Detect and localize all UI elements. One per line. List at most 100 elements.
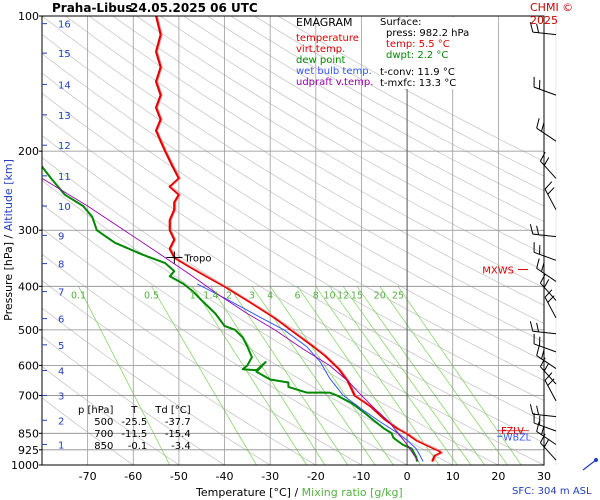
pressure-tick-label: 1000 [11, 459, 39, 472]
wind-barb [544, 372, 557, 402]
credit-label[interactable]: CHMI © 2025 [530, 1, 574, 27]
y-axis-title-alt: Altitude [km] [2, 159, 15, 231]
wind-barb-feather [536, 23, 540, 33]
wind-barb-feather [544, 289, 553, 298]
table-cell: -15.4 [164, 429, 191, 440]
table-cell: -11.5 [121, 429, 148, 440]
wind-barb-feather [536, 118, 540, 129]
mixing-ratio-label: 1 [190, 290, 196, 301]
wind-barb-feather [533, 242, 535, 253]
wind-barb-feather [536, 258, 540, 269]
surface-tmxfc: t-mxfc: 13.3 °C [380, 78, 457, 89]
wind-barb-feather [543, 438, 550, 448]
surface-dwpt: dwpt: 2.2 °C [386, 50, 449, 61]
x-axis-title-temp: Temperature [°C] [196, 486, 291, 499]
wind-barb [529, 404, 557, 418]
legend-item-updraft: udpraft v.temp. [296, 77, 374, 88]
wind-barb [539, 273, 557, 301]
wind-barb [544, 181, 557, 210]
mixing-ratio-line [397, 286, 522, 465]
wind-barb-staff [544, 188, 557, 210]
mixing-ratio-label: 12 [337, 290, 349, 301]
wind-barb-staff [540, 442, 557, 461]
max-wind-label: MXWS [482, 266, 514, 277]
altitude-tick-label: 14 [58, 80, 71, 91]
dry-adiabat-line [136, 16, 544, 255]
wind-barb-staff [544, 296, 557, 319]
temperature-tick-label: -60 [124, 470, 142, 483]
wind-barb-staff [533, 251, 557, 261]
wind-barb-feather [543, 157, 550, 166]
wind-barb-feather [529, 22, 534, 33]
altitude-tick-label: 5 [58, 341, 64, 352]
surface-tconv: t-conv: 11.9 °C [380, 67, 455, 78]
wind-barb-staff [532, 330, 557, 335]
level-table: p [hPa] T Td [°C] 500 -25.5 -37.7 700 -1… [74, 405, 195, 453]
wind-barb-feather [543, 279, 550, 288]
mixing-ratio-line [315, 286, 440, 465]
wind-barb [536, 421, 557, 445]
wind-barb-staff [540, 282, 557, 301]
wind-barb [529, 22, 557, 36]
table-cell: 700 [94, 429, 114, 440]
altitude-tick-label: 15 [58, 49, 71, 60]
temperature-tick-label: -40 [216, 470, 234, 483]
wind-barb-feather [541, 349, 545, 359]
altitude-tick-label: 3 [58, 391, 64, 402]
pressure-tick-label: 500 [18, 324, 39, 337]
wind-barb [539, 433, 557, 461]
station-title: Praha-Libus [52, 1, 133, 15]
wind-barb-feather [536, 345, 540, 356]
dry-adiabat-line [183, 16, 544, 223]
wind-barb-feather [544, 372, 553, 381]
mixing-ratio-label: 15 [351, 290, 363, 301]
wind-barb-feather [544, 181, 553, 190]
mixing-ratio-label: 2 [226, 290, 232, 301]
dry-adiabat-line [42, 53, 544, 362]
table-header: p [hPa] [78, 405, 114, 416]
wind-barb-staff [540, 366, 557, 385]
wind-barb-feather [529, 321, 534, 332]
series-wet-bulb-temp [196, 283, 424, 462]
altitude-tick-label: 8 [58, 260, 64, 271]
mixing-ratio-line [210, 286, 326, 465]
wind-barb-feather [539, 151, 546, 162]
pressure-tick-label: 850 [18, 427, 39, 440]
wind-barb [533, 412, 557, 432]
dry-adiabat-line [42, 135, 544, 444]
altitude-tick-label: 7 [58, 288, 64, 299]
altitude-tick-label: 2 [58, 416, 64, 427]
surface-title: Surface: [380, 17, 422, 28]
dry-adiabat-line [42, 72, 544, 381]
wind-barb-staff [540, 160, 557, 179]
altitude-tick-label: 16 [58, 20, 71, 31]
table-cell: -0.1 [127, 441, 148, 452]
sfc-label: SFC: 304 m ASL [512, 486, 592, 497]
mixing-ratio-line [192, 286, 308, 465]
altitude-tick-label: 4 [58, 367, 64, 378]
pressure-tick-label: 300 [18, 224, 39, 237]
wind-barb-feather [533, 412, 535, 424]
wind-barb [539, 357, 557, 385]
dry-adiabat-line [42, 16, 544, 324]
y-axis-title-sep: / [2, 231, 15, 238]
surface-press: press: 982.2 hPa [386, 28, 470, 39]
altitude-tick-label: 1 [58, 440, 64, 451]
temperature-tick-label: -30 [261, 470, 279, 483]
datetime-title: 24.05.2025 06 UTC [130, 1, 258, 15]
wind-barb-staff [533, 422, 557, 432]
wind-barb-staff [536, 127, 557, 142]
dry-adiabat-line [112, 16, 544, 272]
wind-barb [536, 118, 557, 142]
altitude-tick-label: 6 [58, 315, 64, 326]
pressure-tick-label: 400 [18, 280, 39, 293]
wind-barb-staff [532, 413, 557, 418]
wind-barb [533, 333, 557, 353]
wind-barb-staff [544, 380, 557, 402]
wind-barb-feather [541, 425, 545, 435]
table-cell: 850 [94, 441, 114, 452]
dry-adiabat-line [65, 16, 544, 306]
mixing-ratio-line [228, 286, 349, 465]
wind-barb [539, 151, 557, 179]
table-cell: -25.5 [121, 417, 148, 428]
